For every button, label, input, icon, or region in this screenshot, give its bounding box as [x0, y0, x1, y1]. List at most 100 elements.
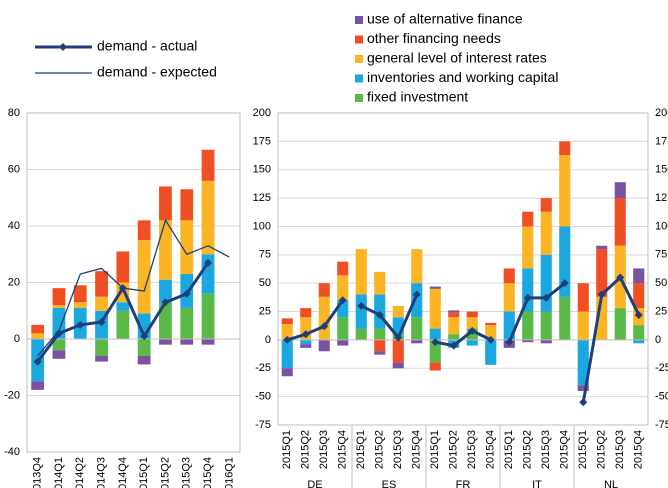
- marker: [54, 329, 63, 338]
- bar: [159, 186, 172, 221]
- bar: [318, 296, 330, 340]
- plot-frame: [26, 112, 241, 453]
- legend: demand - actual demand - expected use of a…: [35, 11, 558, 105]
- marker: [301, 330, 310, 339]
- marker: [161, 298, 170, 307]
- bar: [522, 211, 534, 227]
- bar: [137, 339, 151, 356]
- bar: [448, 310, 460, 313]
- group-label: DE: [307, 479, 322, 488]
- marker: [412, 290, 421, 299]
- bar: [411, 283, 423, 318]
- x-tick-label: 2015Q4: [485, 430, 497, 469]
- bar: [392, 339, 404, 363]
- bar: [318, 283, 330, 297]
- bar: [337, 317, 349, 340]
- y2-tick-label: 0: [655, 334, 661, 346]
- bar: [281, 368, 293, 377]
- y-tick-label: 60: [8, 163, 20, 175]
- bar: [52, 288, 66, 306]
- bar: [429, 286, 441, 289]
- x-tick-label: 2013Q4: [32, 457, 44, 488]
- y-tick-label: 40: [8, 220, 20, 232]
- x-tick-label: 2015Q4: [411, 430, 423, 469]
- bar: [596, 249, 608, 297]
- bar: [337, 300, 349, 318]
- marker: [560, 279, 569, 288]
- bar: [281, 324, 293, 340]
- bar: [300, 317, 312, 340]
- bar: [540, 198, 552, 212]
- bar: [116, 251, 130, 283]
- bar: [159, 220, 172, 280]
- x-tick-label: 2015Q2: [374, 430, 386, 469]
- bar: [52, 339, 66, 351]
- bar: [522, 339, 534, 343]
- marker: [357, 301, 366, 310]
- bar: [633, 268, 645, 284]
- bar: [300, 339, 312, 345]
- y2-tick-label: -25: [655, 362, 668, 374]
- y2-tick-label: 25: [655, 305, 667, 317]
- x-tick-label: 2015Q3: [181, 457, 193, 488]
- bar: [522, 226, 534, 269]
- legend-swatch: [355, 74, 363, 83]
- marker: [394, 333, 403, 342]
- bar: [633, 325, 645, 340]
- marker: [204, 258, 213, 267]
- y-tick-label: 75: [259, 249, 271, 261]
- bar: [137, 355, 151, 365]
- line: [360, 293, 419, 341]
- x-tick-label: 2015Q1: [355, 430, 367, 469]
- bar: [596, 245, 608, 250]
- bar: [466, 311, 478, 318]
- legend-label: demand - actual: [97, 38, 197, 54]
- bar: [52, 350, 66, 359]
- legend-label: use of alternative finance: [367, 11, 523, 27]
- x-tick-label: 2015Q4: [559, 430, 571, 469]
- bar: [159, 302, 172, 339]
- marker: [76, 320, 85, 329]
- y2-tick-label: -75: [655, 419, 668, 431]
- bar: [429, 339, 441, 363]
- marker: [338, 296, 347, 305]
- bar: [429, 288, 441, 329]
- marker: [449, 341, 458, 350]
- x-tick-label: 2015Q3: [318, 430, 330, 469]
- bar: [411, 249, 423, 284]
- group-label: ES: [382, 479, 397, 488]
- y-tick-label: 125: [253, 192, 271, 204]
- marker: [505, 338, 514, 347]
- bar: [411, 339, 423, 344]
- x-tick-label: 2015Q2: [300, 430, 312, 469]
- bar: [281, 339, 293, 369]
- marker: [182, 289, 191, 298]
- x-tick-label: 2015Q1: [138, 457, 150, 488]
- y-tick-label: 150: [253, 164, 271, 176]
- marker: [486, 335, 495, 344]
- bar: [73, 285, 87, 303]
- bar: [201, 339, 215, 345]
- line: [581, 275, 641, 403]
- bar: [392, 317, 404, 335]
- bar: [614, 182, 626, 199]
- bar: [137, 240, 151, 314]
- y2-tick-label: 100: [655, 220, 668, 232]
- bar: [374, 328, 386, 340]
- bar: [522, 311, 534, 340]
- bar: [577, 283, 589, 312]
- y-tick-label: -20: [4, 389, 20, 401]
- bar: [201, 180, 215, 255]
- bar: [466, 339, 478, 346]
- bar: [559, 141, 571, 155]
- legend-marker: [59, 43, 67, 51]
- x-tick-label: 2015Q1: [429, 430, 441, 469]
- marker: [542, 293, 551, 302]
- bar: [374, 339, 386, 352]
- marker: [97, 318, 106, 327]
- bar: [31, 381, 45, 390]
- bar: [448, 312, 460, 318]
- bar: [540, 254, 552, 312]
- marker: [283, 335, 292, 344]
